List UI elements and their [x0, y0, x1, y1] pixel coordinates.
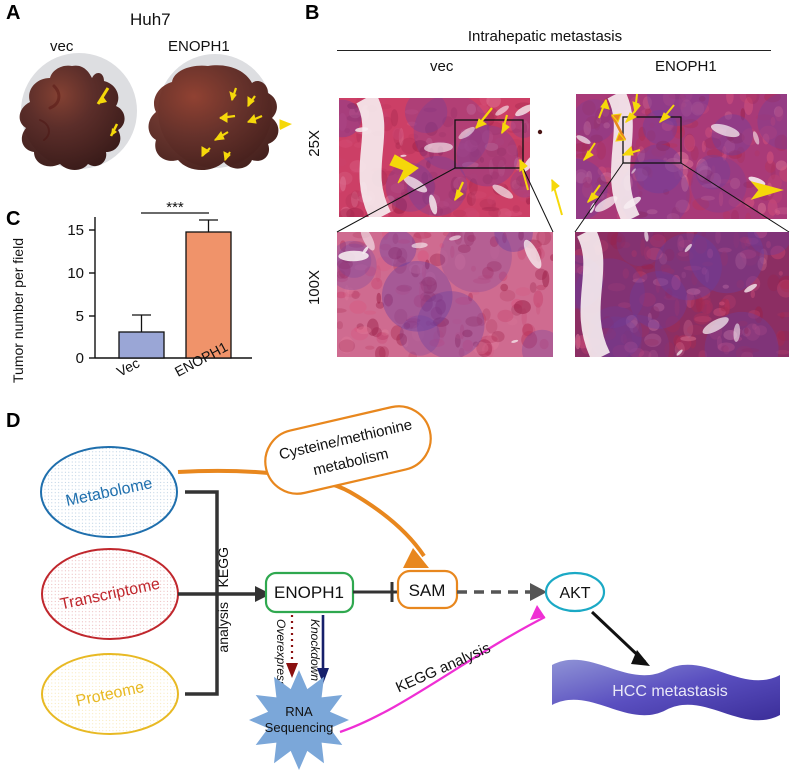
svg-text:ENOPH1: ENOPH1	[274, 583, 344, 602]
svg-text:10: 10	[67, 265, 84, 282]
svg-text:***: ***	[166, 199, 184, 216]
svg-text:0: 0	[76, 350, 84, 367]
svg-text:KEGG analysis: KEGG analysis	[393, 639, 493, 696]
svg-text:RNA: RNA	[285, 704, 313, 719]
svg-text:Sequencing: Sequencing	[265, 720, 334, 735]
svg-text:SAM: SAM	[409, 581, 446, 600]
svg-text:AKT: AKT	[559, 585, 590, 602]
svg-text:15: 15	[67, 222, 84, 239]
svg-text:HCC metastasis: HCC metastasis	[612, 683, 728, 700]
svg-text:5: 5	[76, 308, 84, 325]
